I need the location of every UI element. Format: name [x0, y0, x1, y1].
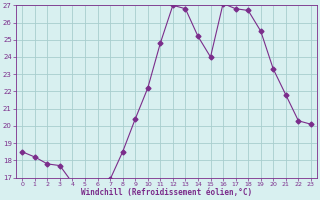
- X-axis label: Windchill (Refroidissement éolien,°C): Windchill (Refroidissement éolien,°C): [81, 188, 252, 197]
